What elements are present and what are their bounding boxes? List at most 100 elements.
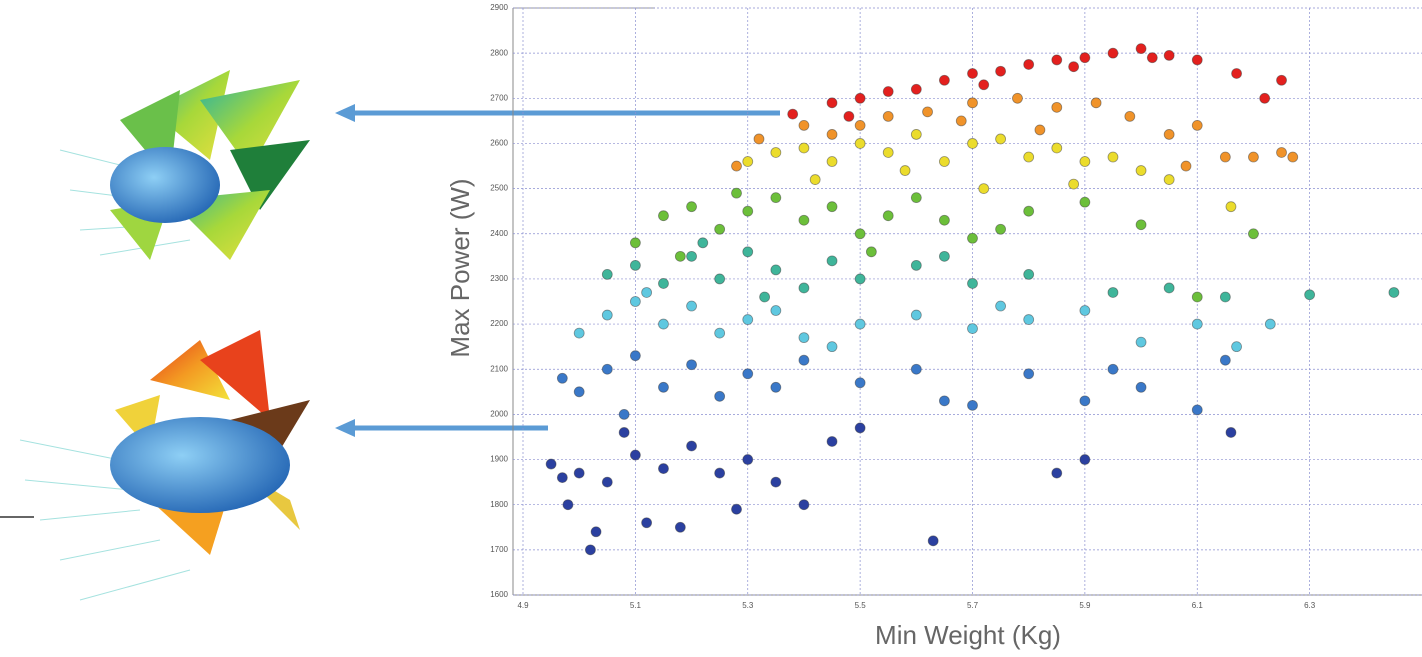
x-tick-label: 5.5 <box>855 601 867 610</box>
point <box>911 260 921 270</box>
point <box>1080 197 1090 207</box>
point <box>883 87 893 97</box>
point <box>715 274 725 284</box>
point <box>658 382 668 392</box>
point <box>799 355 809 365</box>
point <box>968 68 978 78</box>
point <box>591 527 601 537</box>
point <box>1220 292 1230 302</box>
point <box>602 477 612 487</box>
point <box>939 75 949 85</box>
point <box>1024 152 1034 162</box>
point <box>799 143 809 153</box>
point <box>855 138 865 148</box>
point <box>827 436 837 446</box>
point <box>687 301 697 311</box>
point <box>855 93 865 103</box>
point <box>911 193 921 203</box>
y-tick-label: 2100 <box>490 364 508 373</box>
point <box>1108 152 1118 162</box>
y-tick-label: 2300 <box>490 274 508 283</box>
point <box>1080 53 1090 63</box>
point <box>855 423 865 433</box>
point <box>1069 179 1079 189</box>
point <box>799 333 809 343</box>
point <box>574 387 584 397</box>
point <box>1024 315 1034 325</box>
point <box>658 278 668 288</box>
point <box>642 518 652 528</box>
point <box>630 351 640 361</box>
point <box>1389 287 1399 297</box>
point <box>658 211 668 221</box>
point <box>715 468 725 478</box>
point <box>1136 337 1146 347</box>
point <box>574 468 584 478</box>
point <box>675 522 685 532</box>
point <box>1248 229 1258 239</box>
point <box>956 116 966 126</box>
point <box>546 459 556 469</box>
point <box>1024 269 1034 279</box>
point <box>1147 53 1157 63</box>
point <box>799 120 809 130</box>
point <box>1080 455 1090 465</box>
point <box>1192 55 1202 65</box>
point <box>855 274 865 284</box>
x-tick-label: 4.9 <box>517 601 529 610</box>
point <box>1164 129 1174 139</box>
point <box>715 328 725 338</box>
point <box>1232 68 1242 78</box>
point <box>827 202 837 212</box>
point <box>883 111 893 121</box>
point <box>827 129 837 139</box>
point <box>743 206 753 216</box>
point <box>743 369 753 379</box>
point <box>939 157 949 167</box>
point <box>911 129 921 139</box>
point <box>732 188 742 198</box>
point <box>827 157 837 167</box>
x-tick-label: 6.3 <box>1304 601 1316 610</box>
x-axis-title: Min Weight (Kg) <box>875 620 1061 650</box>
point <box>855 120 865 130</box>
y-tick-label: 1900 <box>490 455 508 464</box>
chart: Max Power (W) Min Weight (Kg) 1600170018… <box>0 0 1422 657</box>
y-tick-label: 2400 <box>490 229 508 238</box>
y-tick-label: 1700 <box>490 545 508 554</box>
point <box>687 360 697 370</box>
point <box>771 193 781 203</box>
point <box>1108 364 1118 374</box>
point <box>743 157 753 167</box>
point <box>602 269 612 279</box>
point <box>557 373 567 383</box>
y-tick-label: 2500 <box>490 184 508 193</box>
point <box>1192 319 1202 329</box>
point <box>788 109 798 119</box>
point <box>968 233 978 243</box>
point <box>1108 48 1118 58</box>
point <box>1181 161 1191 171</box>
point <box>883 211 893 221</box>
x-tick-label: 6.1 <box>1192 601 1204 610</box>
point <box>630 260 640 270</box>
point <box>743 455 753 465</box>
point <box>968 138 978 148</box>
point <box>996 134 1006 144</box>
point <box>658 319 668 329</box>
point <box>715 391 725 401</box>
point <box>563 500 573 510</box>
x-tick-label: 5.1 <box>630 601 642 610</box>
point <box>1164 175 1174 185</box>
point <box>1232 342 1242 352</box>
point <box>771 477 781 487</box>
y-tick-label: 2800 <box>490 48 508 57</box>
point <box>968 278 978 288</box>
point <box>1024 369 1034 379</box>
point <box>1012 93 1022 103</box>
point <box>996 301 1006 311</box>
point <box>844 111 854 121</box>
point <box>771 265 781 275</box>
point <box>996 66 1006 76</box>
point <box>810 175 820 185</box>
